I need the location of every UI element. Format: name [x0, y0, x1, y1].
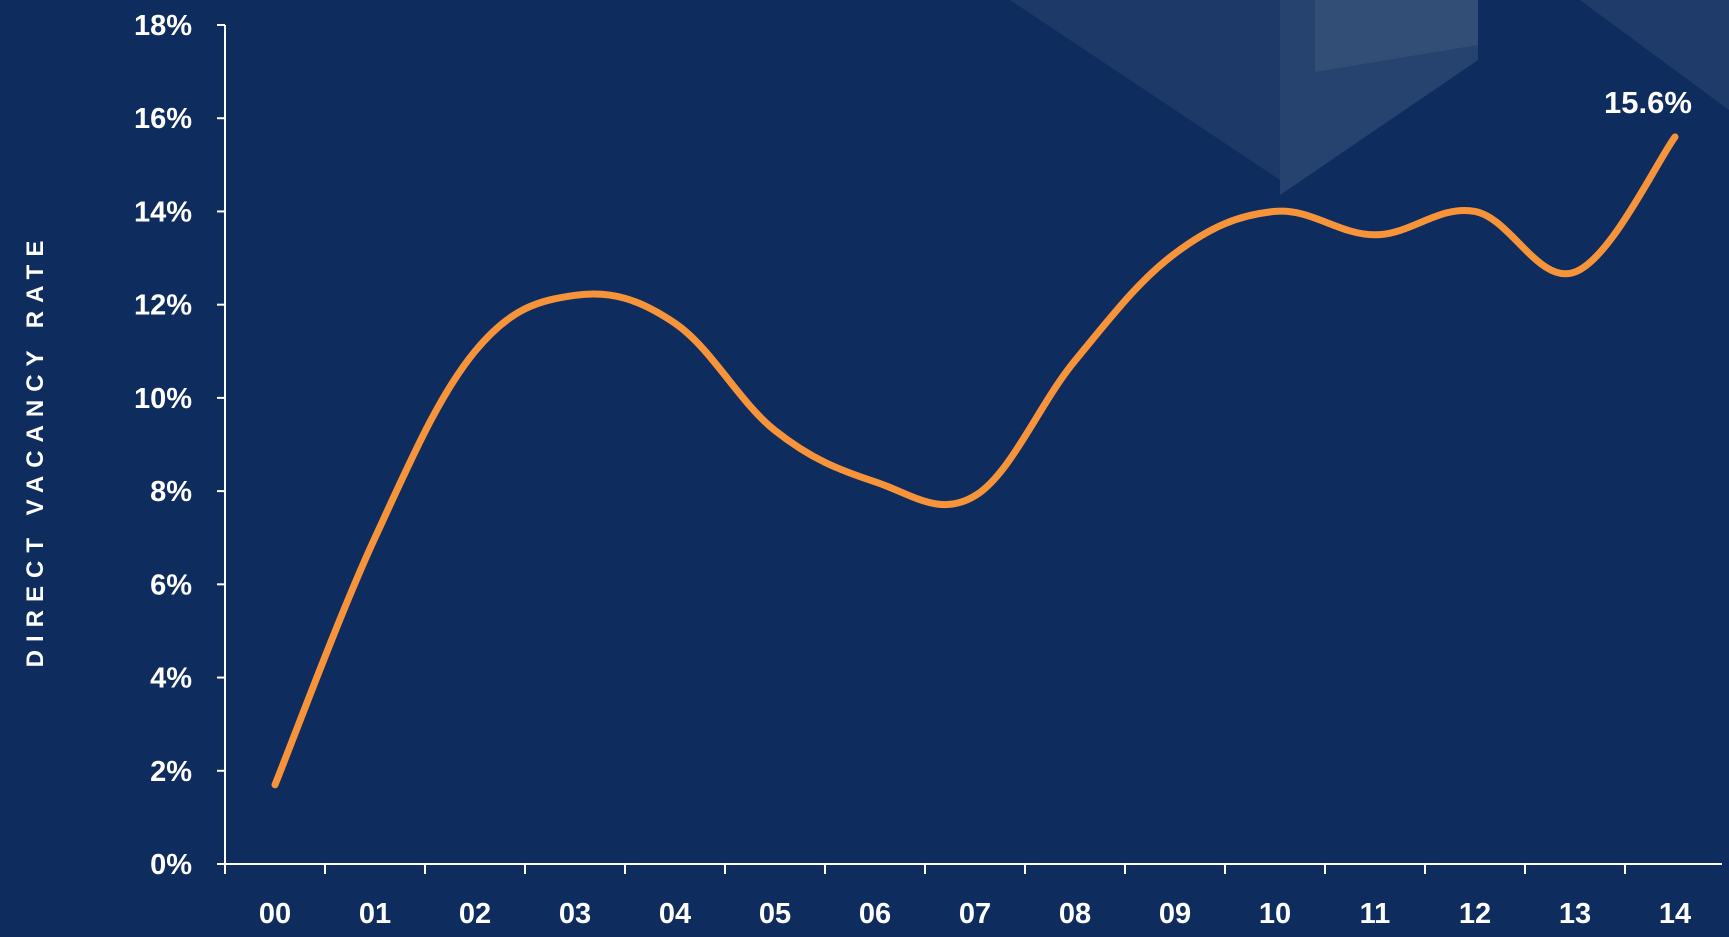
- x-tick-label: 03: [559, 898, 591, 930]
- y-tick-label: 16%: [134, 103, 192, 135]
- x-tick-label: 11: [1360, 898, 1391, 930]
- axes-layer: [224, 25, 1722, 865]
- y-axis-title: DIRECT VACANCY RATE: [22, 233, 49, 668]
- y-tick-label: 8%: [150, 476, 192, 508]
- y-tick-label: 0%: [150, 849, 192, 881]
- x-tick-label: 01: [359, 898, 391, 930]
- data-point: [1572, 269, 1578, 275]
- x-tick-label: 04: [659, 898, 691, 930]
- x-tick-label: 06: [859, 898, 891, 930]
- data-label-last: 15.6%: [1604, 85, 1692, 120]
- data-point: [872, 479, 878, 485]
- data-point: [272, 782, 278, 788]
- x-tick-label: 09: [1159, 898, 1191, 930]
- series-layer: [271, 133, 1679, 789]
- data-point: [1472, 208, 1478, 214]
- y-tick-label: 10%: [134, 383, 192, 415]
- x-tick-label: 02: [459, 898, 491, 930]
- data-point: [1372, 232, 1378, 238]
- x-tick-label: 07: [959, 898, 991, 930]
- y-tick-label: 14%: [134, 196, 192, 228]
- data-point: [1172, 250, 1178, 256]
- x-tick-label: 13: [1559, 898, 1591, 930]
- x-tick-label: 08: [1059, 898, 1091, 930]
- x-tick-label: 10: [1259, 898, 1291, 930]
- x-tick-label: 05: [759, 898, 791, 930]
- y-tick-label: 2%: [150, 756, 192, 788]
- data-point: [1272, 208, 1278, 214]
- y-tick-label: 12%: [134, 290, 192, 322]
- vacancy-rate-line: [271, 133, 1679, 789]
- data-point: [472, 348, 478, 354]
- data-point: [572, 292, 578, 298]
- x-tick-label: 00: [259, 898, 291, 930]
- data-point: [672, 320, 678, 326]
- data-point: [372, 535, 378, 541]
- data-point: [1072, 358, 1078, 364]
- decorative-building-graphic: [1010, 0, 1729, 195]
- x-ticks-layer: 00 01 02 03 04 05 06 07 08 09 10 11 12 13 14: [224, 864, 1691, 930]
- y-tick-label: 18%: [134, 10, 192, 42]
- y-tick-label: 6%: [150, 569, 192, 601]
- labels-layer: DIRECT VACANCY RATE 15.6%: [22, 85, 1692, 667]
- data-point: [972, 493, 978, 499]
- x-tick-label: 12: [1459, 898, 1491, 930]
- x-tick-label: 14: [1659, 898, 1691, 930]
- y-tick-label: 4%: [150, 663, 192, 695]
- y-ticks-layer: 0% 2% 4% 6% 8% 10% 12% 14% 16% 18%: [134, 10, 225, 881]
- data-point: [772, 428, 778, 434]
- data-point: [1672, 134, 1678, 140]
